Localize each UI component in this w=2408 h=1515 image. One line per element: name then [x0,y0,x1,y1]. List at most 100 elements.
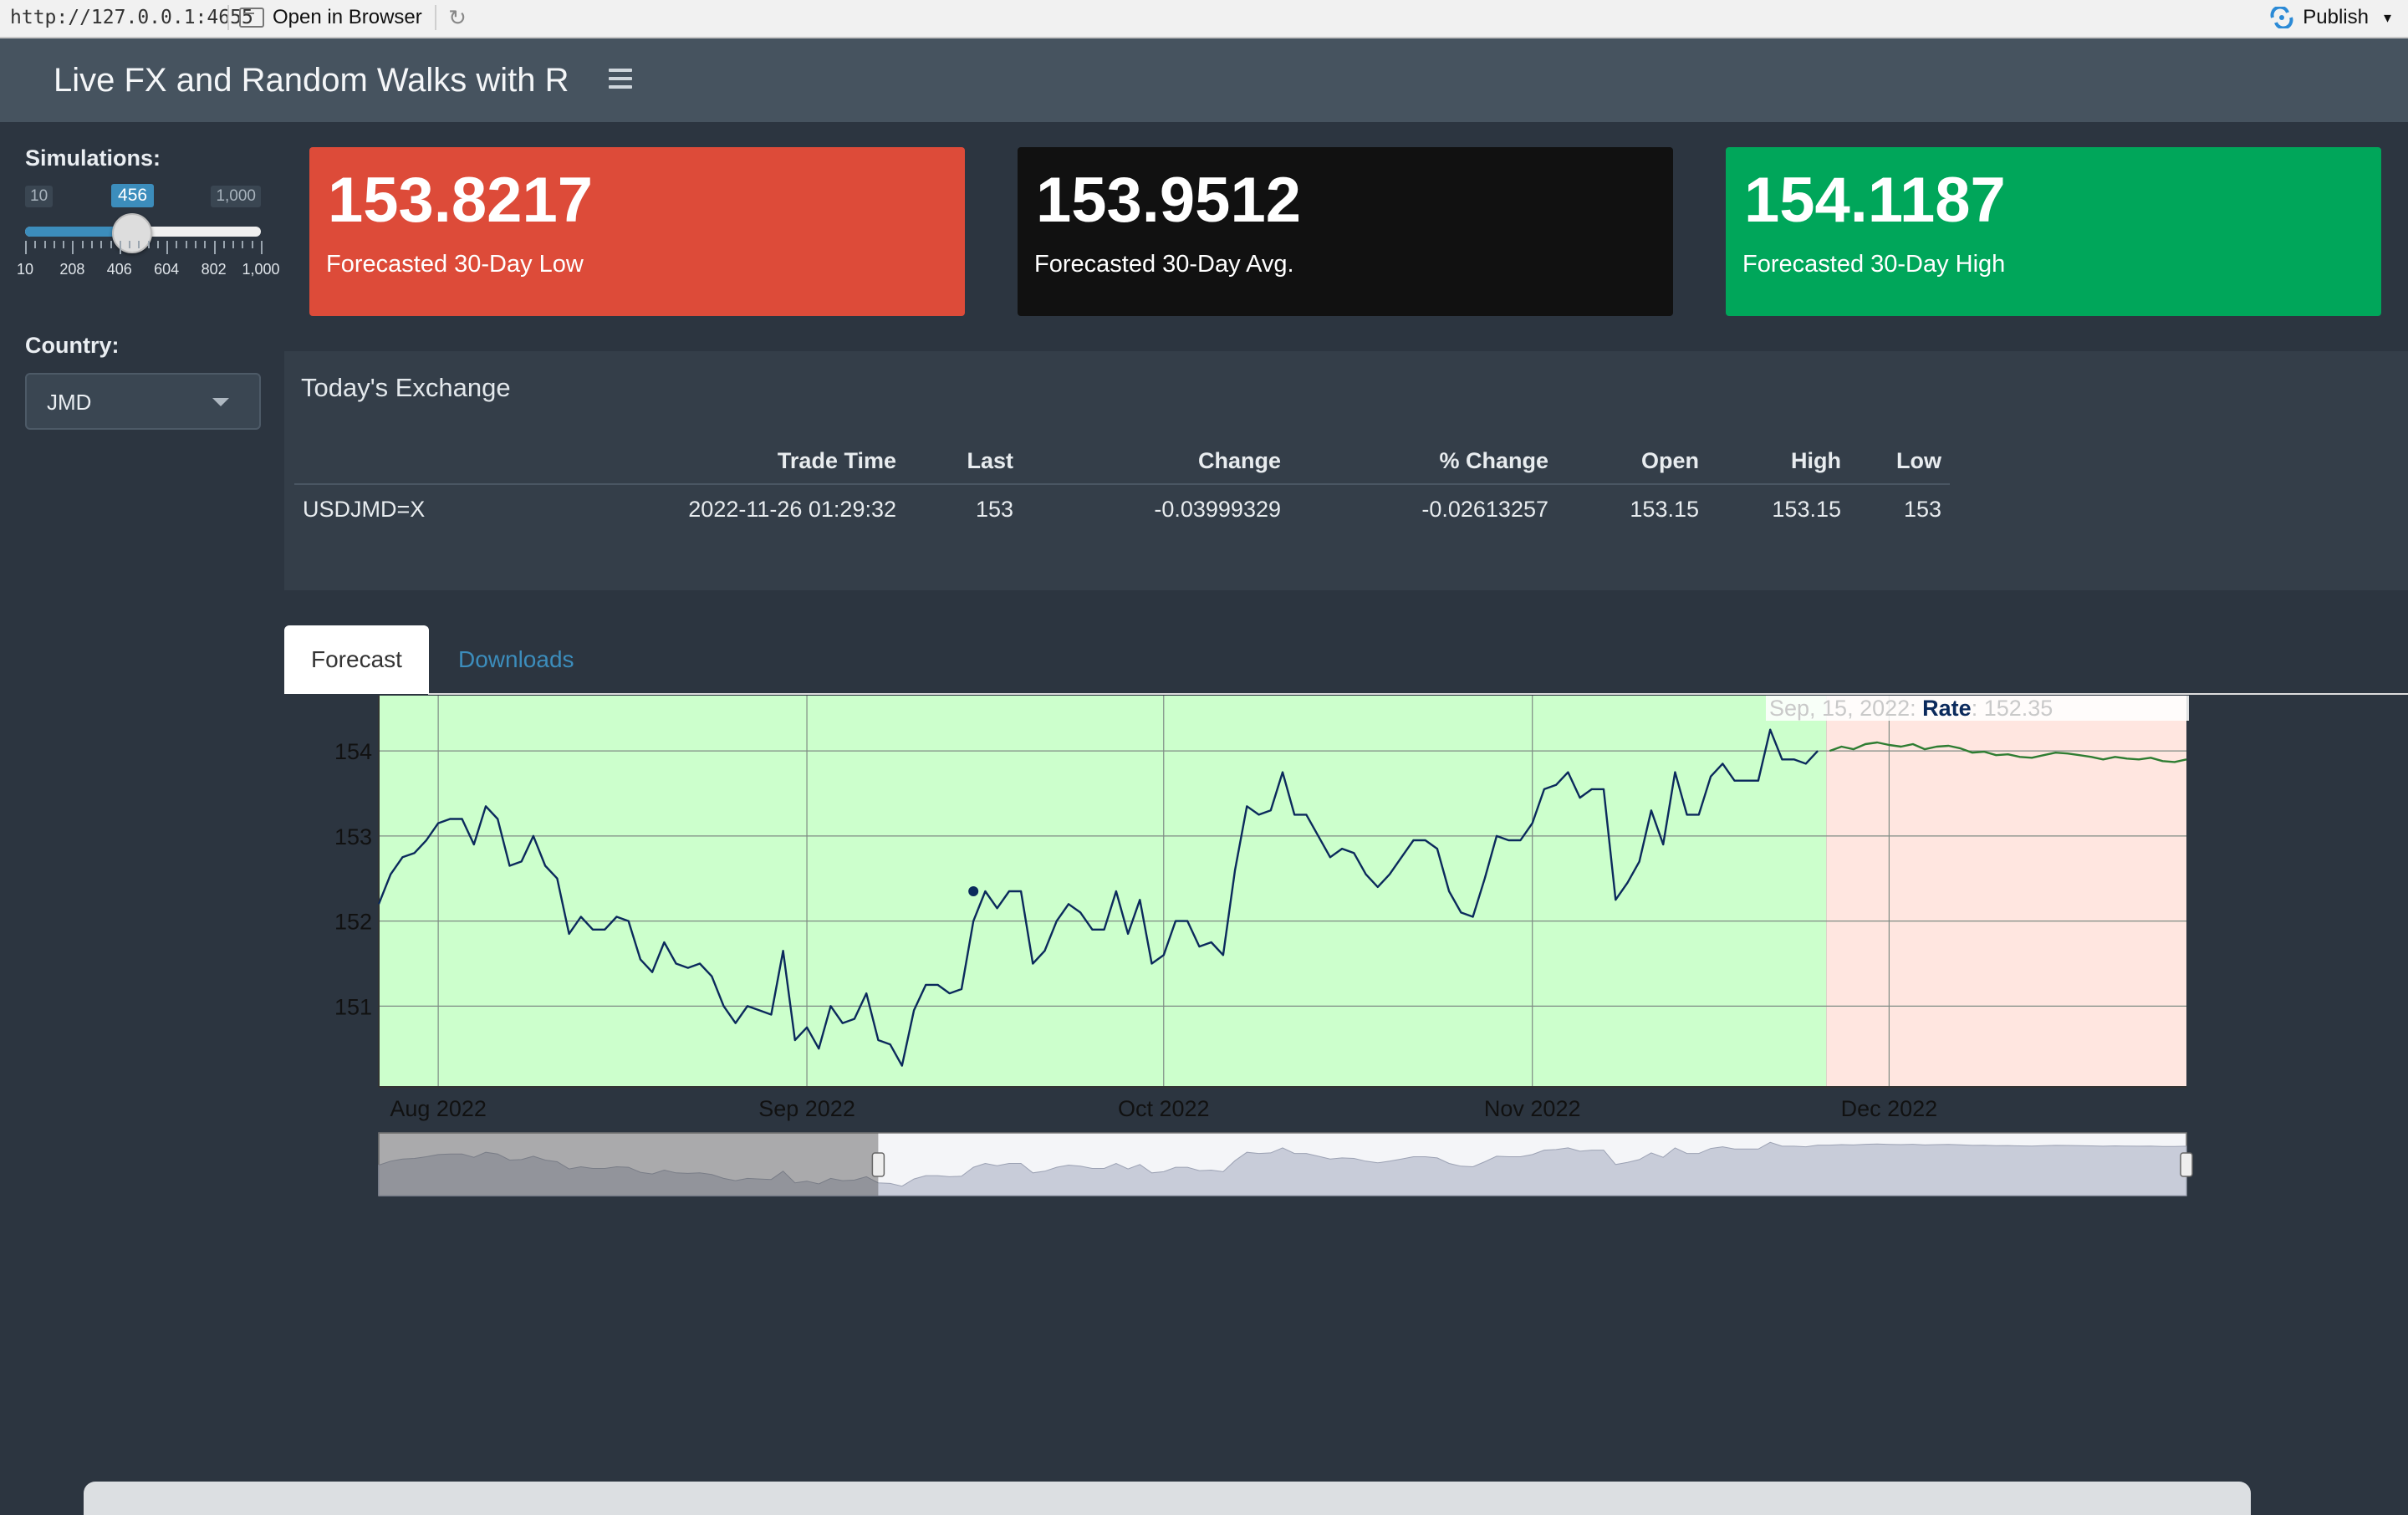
chart-tooltip: Sep, 15, 2022: Rate: 152.35 [1766,696,2189,721]
tooltip-series: Rate [1922,696,1972,721]
cell-open: 153.15 [1630,496,1699,522]
slider-tick [251,241,253,248]
series-line-rate [377,728,1819,1067]
cell-pct-change: -0.02613257 [1421,496,1548,522]
highlighted-data-point [968,886,979,896]
exchange-box: Today's Exchange Trade Time Last Change … [284,351,2408,590]
x-tick-label: Dec 2022 [1841,1096,1938,1121]
publish-label: Publish [2303,6,2369,28]
cell-low: 153 [1903,496,1941,522]
open-in-browser-label: Open in Browser [273,6,422,28]
slider-handle[interactable] [112,213,153,253]
slider-tick [242,241,244,248]
forecast-high-label: Forecasted 30-Day High [1742,251,2006,278]
history-region [379,696,1827,1087]
col-header-low: Low [1849,438,1950,485]
tab-divider [428,693,2408,695]
country-select[interactable]: JMD [25,373,261,430]
forecast-high-value: 154.1187 [1744,165,2006,236]
slider-max-label: 1,000 [211,186,261,207]
range-selector-handle[interactable] [2180,1152,2193,1177]
refresh-icon[interactable]: ↻ [448,5,467,30]
range-selector-mask [379,1133,879,1196]
forecast-low-box: 153.8217 Forecasted 30-Day Low [309,147,965,316]
app-header: Live FX and Random Walks with R [0,38,2408,122]
col-header-last: Last [905,438,1022,485]
tab-downloads[interactable]: Downloads [458,646,574,672]
open-in-browser-button[interactable]: Open in Browser [239,6,422,29]
tooltip-value: : 152.35 [1971,696,2053,721]
slider-grid-label: 1,000 [242,261,280,278]
slider-tick [185,241,187,248]
tooltip-date: Sep, 15, 2022: [1769,696,1923,721]
slider-grid-label: 604 [154,261,180,278]
forecast-chart-svg[interactable]: 151 152 153 154 Aug 2022 Sep 2022 Oct 2022 Nov … [284,694,2241,1204]
slider-tick [261,241,263,254]
table-row: USDJMD=X 2022-11-26 01:29:32 153 -0.0399… [294,484,1950,533]
exchange-title: Today's Exchange [301,373,511,402]
range-selector-handle[interactable] [871,1152,885,1177]
slider-tick [129,241,131,248]
slider-grid-label: 10 [16,261,34,278]
browser-toolbar: http://127.0.0.1:4655 Open in Browser ↻ … [0,0,2408,38]
col-header-pct-change: % Change [1289,438,1557,485]
y-tick-label: 154 [334,739,372,764]
slider-tick [72,241,74,254]
slider-tick [156,241,159,248]
slider-tick [90,241,93,248]
slider-min-label: 10 [25,186,54,207]
slider-tick [213,241,216,254]
slider-grid-label: 802 [201,261,227,278]
url-text[interactable]: http://127.0.0.1:4655 [10,7,253,28]
simulations-slider[interactable]: 10 1,000 456 10 208 406 604 802 1,000 [17,181,280,281]
cell-high: 153.15 [1772,496,1841,522]
slider-tick [232,241,235,248]
col-header-symbol [294,438,436,485]
x-tick-label: Oct 2022 [1118,1096,1210,1121]
y-tick-label: 151 [334,994,372,1019]
forecast-avg-box: 153.9512 Forecasted 30-Day Avg. [1018,147,1673,316]
forecast-high-box: 154.1187 Forecasted 30-Day High [1726,147,2381,316]
slider-tick [222,241,225,248]
slider-tick [195,241,197,248]
tab-bar: Forecast Downloads [284,624,2408,695]
publish-icon [2270,7,2293,28]
range-selector-area [378,1141,2187,1196]
slider-tick [63,241,65,248]
slider-tick [166,241,169,254]
slider-tick [138,241,140,248]
tab-forecast[interactable]: Forecast [284,625,429,694]
slider-tick [147,241,150,248]
cell-change: -0.03999329 [1154,496,1281,522]
slider-tick [25,241,27,254]
x-tick-label: Sep 2022 [758,1096,855,1121]
cell-trade-time: 2022-11-26 01:29:32 [688,496,896,522]
series-line-forecast [1829,741,2187,763]
x-tick-label: Nov 2022 [1484,1096,1581,1121]
y-tick-label: 152 [334,910,372,935]
forecast-low-value: 153.8217 [328,165,593,236]
table-header-row: Trade Time Last Change % Change Open Hig… [294,438,1950,485]
country-label: Country: [25,333,120,358]
slider-grid-label: 406 [106,261,132,278]
forecast-chart[interactable]: 151 152 153 154 Aug 2022 Sep 2022 Oct 2022 Nov … [284,694,2241,1204]
slider-tick [43,241,46,248]
chevron-down-icon [212,398,229,406]
toolbar-divider [435,5,436,30]
slider-tick [100,241,103,248]
sidebar-toggle-icon[interactable] [609,69,632,92]
toolbar-divider [227,5,229,30]
slider-tick [119,241,121,254]
bottom-window-bar [84,1482,2251,1515]
y-tick-label: 153 [334,824,372,849]
forecast-avg-value: 153.9512 [1036,165,1301,236]
slider-tick [34,241,37,248]
slider-tick [176,241,178,248]
sidebar [0,122,284,1505]
slider-grid-label: 208 [59,261,85,278]
cell-symbol: USDJMD=X [303,496,426,522]
open-external-icon [239,8,264,28]
slider-value-label: 456 [111,184,155,207]
slider-tick [110,241,112,248]
publish-button[interactable]: Publish ▾ [2269,6,2391,29]
